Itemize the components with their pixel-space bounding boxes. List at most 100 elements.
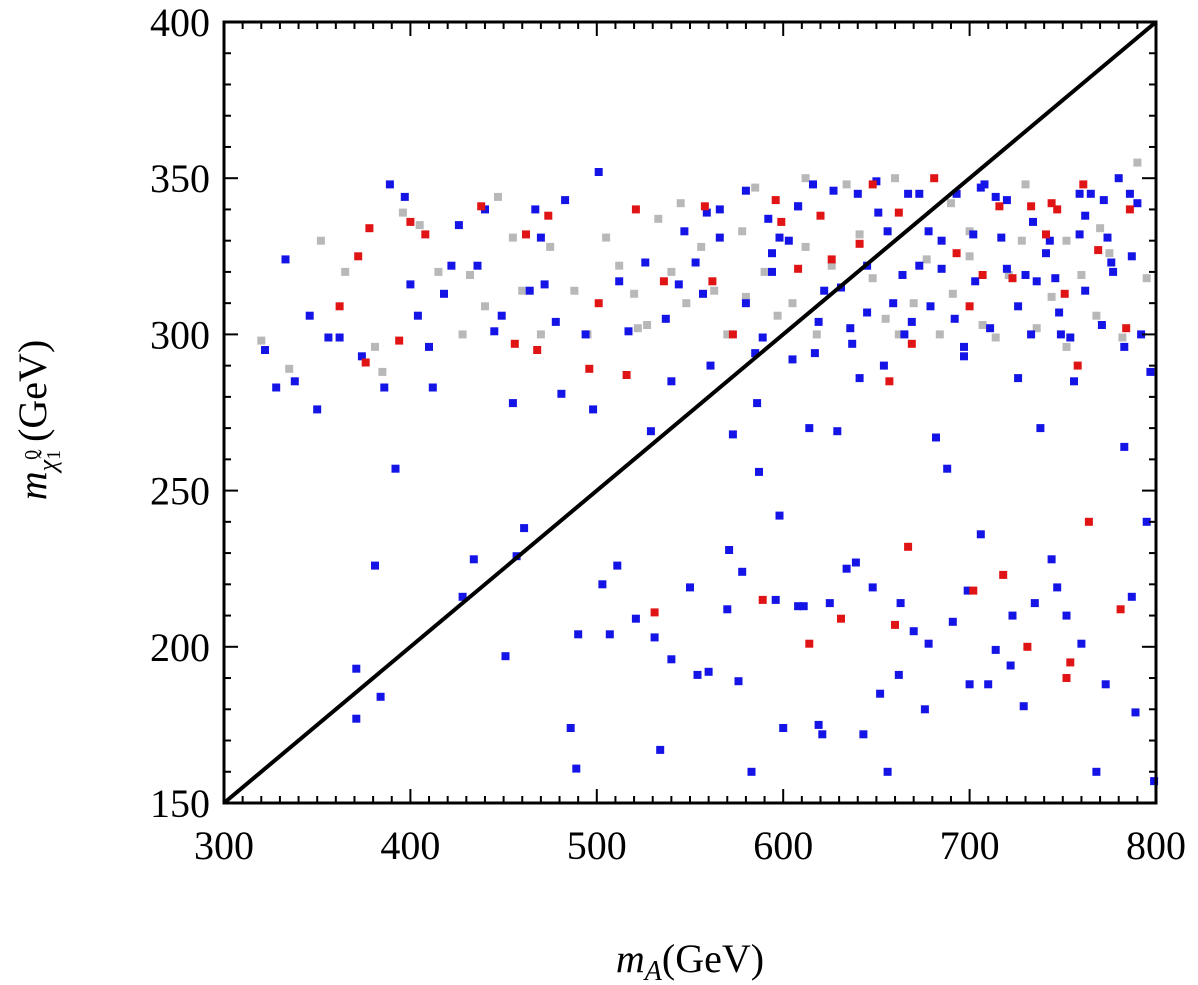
data-point-blue bbox=[907, 317, 916, 326]
data-point-blue bbox=[1075, 230, 1084, 239]
data-point-red bbox=[868, 180, 877, 189]
data-point-grey bbox=[466, 271, 474, 279]
data-point-blue bbox=[909, 627, 918, 636]
data-point-blue bbox=[1075, 189, 1084, 198]
data-point-blue bbox=[572, 764, 581, 773]
data-point-blue bbox=[926, 302, 935, 311]
data-point-blue bbox=[818, 730, 827, 739]
data-point-blue bbox=[829, 186, 838, 195]
data-point-blue bbox=[667, 655, 676, 664]
x-tick-label: 400 bbox=[380, 823, 440, 868]
data-point-blue bbox=[991, 645, 1000, 654]
data-point-blue bbox=[1101, 680, 1110, 689]
data-point-blue bbox=[385, 180, 394, 189]
data-point-grey bbox=[285, 364, 294, 373]
data-point-blue bbox=[641, 258, 650, 267]
data-point-blue bbox=[937, 236, 946, 245]
data-point-blue bbox=[1055, 308, 1064, 317]
data-point-blue bbox=[1032, 277, 1041, 286]
data-point-blue bbox=[380, 383, 389, 392]
data-point-blue bbox=[557, 389, 566, 398]
data-point-blue bbox=[1027, 330, 1036, 339]
data-point-red bbox=[594, 299, 603, 308]
x-tick-label: 600 bbox=[753, 823, 813, 868]
data-point-red bbox=[395, 336, 404, 345]
data-point-blue bbox=[997, 233, 1006, 242]
data-point-grey bbox=[371, 342, 379, 351]
data-point-blue bbox=[779, 724, 788, 732]
data-point-grey bbox=[965, 252, 974, 261]
data-point-blue bbox=[520, 524, 529, 533]
data-point-blue bbox=[589, 405, 598, 414]
data-point-blue bbox=[810, 349, 819, 358]
data-point-blue bbox=[680, 227, 689, 236]
data-point-blue bbox=[540, 280, 549, 289]
data-point-red bbox=[708, 277, 717, 286]
data-point-blue bbox=[531, 205, 540, 214]
data-point-blue bbox=[525, 286, 534, 295]
data-point-grey bbox=[991, 333, 1000, 342]
data-point-red bbox=[891, 620, 899, 629]
data-point-blue bbox=[764, 214, 773, 223]
data-point-blue bbox=[551, 317, 560, 326]
data-point-grey bbox=[891, 174, 899, 183]
data-point-blue bbox=[313, 405, 322, 414]
data-point-grey bbox=[682, 299, 691, 308]
data-point-blue bbox=[799, 602, 808, 611]
data-point-blue bbox=[848, 339, 857, 348]
data-point-grey bbox=[751, 183, 760, 192]
data-point-blue bbox=[335, 333, 344, 342]
data-point-grey bbox=[1105, 249, 1114, 258]
data-point-red bbox=[728, 330, 737, 339]
y-tick-label: 400 bbox=[150, 0, 210, 45]
data-point-blue bbox=[674, 280, 683, 289]
data-point-grey bbox=[398, 208, 407, 217]
data-point-blue bbox=[948, 617, 957, 626]
data-point-grey bbox=[812, 330, 821, 339]
data-point-blue bbox=[1146, 367, 1155, 376]
data-point-blue bbox=[371, 561, 379, 570]
data-point-blue bbox=[566, 724, 575, 732]
data-point-red bbox=[585, 364, 594, 373]
data-point-blue bbox=[825, 599, 834, 608]
data-point-blue bbox=[490, 327, 499, 336]
data-point-grey bbox=[909, 299, 918, 308]
x-tick-label: 800 bbox=[1126, 823, 1186, 868]
data-point-red bbox=[1053, 205, 1062, 214]
data-point-blue bbox=[352, 664, 361, 673]
data-point-blue bbox=[1019, 702, 1028, 711]
data-point-blue bbox=[1125, 189, 1134, 198]
data-point-red bbox=[907, 339, 916, 348]
data-point-blue bbox=[425, 342, 433, 351]
series-blue bbox=[261, 168, 1159, 786]
data-point-grey bbox=[741, 292, 750, 301]
data-point-grey bbox=[481, 302, 489, 311]
data-point-blue bbox=[820, 286, 829, 295]
data-point-grey bbox=[508, 233, 517, 242]
data-point-red bbox=[1042, 230, 1050, 239]
data-point-blue bbox=[1107, 258, 1116, 267]
data-point-blue bbox=[1142, 517, 1151, 526]
data-point-blue bbox=[281, 255, 290, 264]
data-point-grey bbox=[894, 330, 903, 339]
data-point-blue bbox=[952, 189, 961, 198]
data-point-blue bbox=[976, 530, 985, 539]
data-point-blue bbox=[768, 249, 776, 258]
data-point-grey bbox=[773, 311, 782, 320]
data-point-blue bbox=[605, 630, 614, 639]
data-point-blue bbox=[272, 383, 281, 392]
data-point-blue bbox=[706, 361, 715, 370]
data-point-blue bbox=[1002, 196, 1011, 205]
data-point-blue bbox=[646, 427, 655, 436]
data-point-red bbox=[1125, 205, 1134, 214]
data-point-red bbox=[1047, 199, 1056, 208]
data-point-blue bbox=[1014, 374, 1023, 383]
data-point-grey bbox=[1021, 180, 1030, 189]
data-point-blue bbox=[1047, 555, 1056, 564]
data-point-red bbox=[650, 608, 659, 617]
data-point-blue bbox=[725, 546, 734, 554]
data-point-grey bbox=[723, 330, 732, 339]
data-point-blue bbox=[715, 233, 724, 242]
data-point-blue bbox=[1137, 330, 1146, 339]
data-point-red bbox=[894, 208, 903, 217]
